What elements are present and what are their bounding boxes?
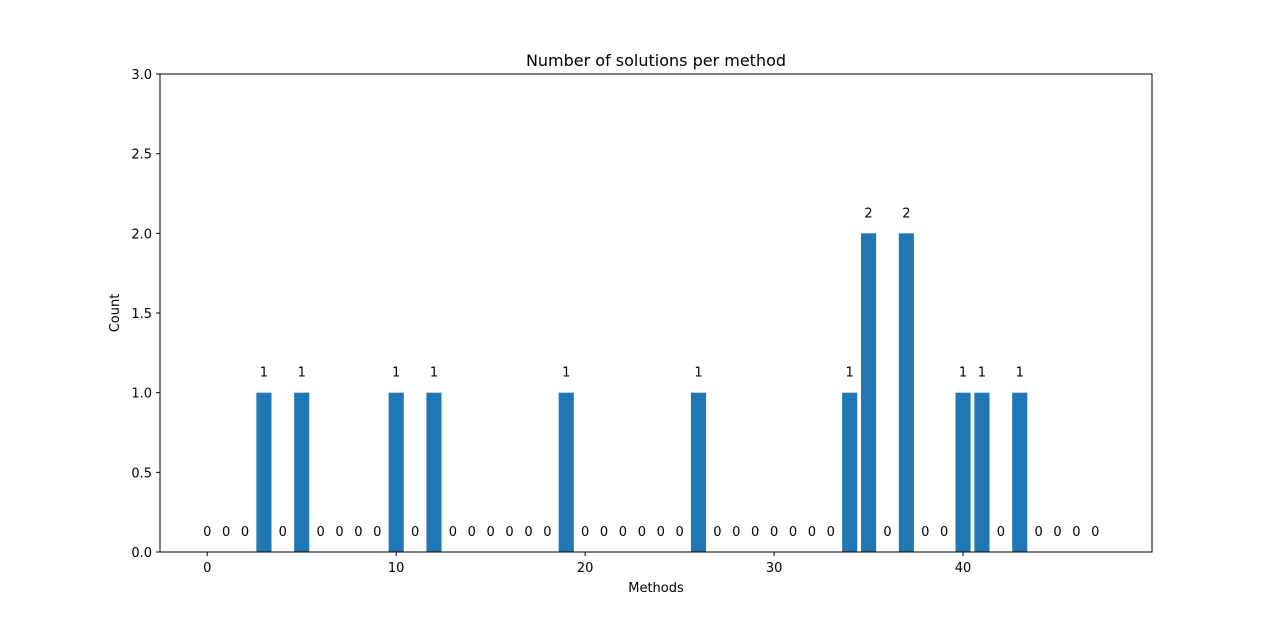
bar-value-label: 1 — [260, 366, 268, 381]
bar-value-label: 0 — [600, 525, 608, 540]
y-tick-label: 0.0 — [131, 546, 152, 561]
chart-title: Number of solutions per method — [526, 51, 786, 70]
x-tick-label: 10 — [388, 561, 405, 576]
y-axis-title: Count — [108, 294, 123, 333]
bar-value-label: 0 — [883, 525, 891, 540]
bar-value-label: 1 — [1016, 366, 1024, 381]
bar-value-label: 0 — [1091, 525, 1099, 540]
y-tick-label: 3.0 — [131, 68, 152, 83]
bar-value-label: 0 — [713, 525, 721, 540]
x-tick-label: 0 — [203, 561, 211, 576]
bar-value-label: 1 — [392, 366, 400, 381]
bar — [974, 392, 990, 552]
bar-value-label: 0 — [921, 525, 929, 540]
bar — [388, 392, 404, 552]
bar-value-label: 1 — [694, 366, 702, 381]
bar — [690, 392, 707, 552]
bar-value-label: 0 — [675, 525, 683, 540]
bar — [861, 233, 877, 552]
bar-value-label: 0 — [411, 525, 419, 540]
bar-value-label: 0 — [468, 525, 476, 540]
y-tick-label: 1.5 — [131, 307, 152, 322]
bar-value-label: 1 — [978, 366, 986, 381]
y-axis-ticks: 0.0 0.5 1.0 1.5 2.0 2.5 3.0 — [131, 68, 160, 561]
bar-value-label: 1 — [562, 366, 570, 381]
bar-value-label: 0 — [751, 525, 759, 540]
bar-value-label: 0 — [203, 525, 211, 540]
bar — [842, 392, 858, 552]
bar-value-label: 0 — [789, 525, 797, 540]
bar-value-label: 2 — [864, 206, 872, 221]
bar-value-label: 0 — [827, 525, 835, 540]
bar-value-label: 1 — [298, 366, 306, 381]
bar-value-label: 0 — [487, 525, 495, 540]
bar-value-label: 1 — [430, 366, 438, 381]
bar-value-label: 0 — [581, 525, 589, 540]
bar — [294, 392, 310, 552]
y-tick-label: 2.0 — [131, 227, 152, 242]
bar-value-label: 0 — [505, 525, 513, 540]
y-tick-label: 0.5 — [131, 466, 152, 481]
bar — [426, 392, 442, 552]
bar-value-label: 0 — [222, 525, 230, 540]
bar-value-label: 1 — [959, 366, 967, 381]
x-tick-label: 20 — [577, 561, 594, 576]
bar-value-label: 0 — [732, 525, 740, 540]
x-tick-label: 40 — [955, 561, 972, 576]
bar-value-label: 0 — [335, 525, 343, 540]
bar — [256, 392, 272, 552]
bar-value-label: 0 — [316, 525, 324, 540]
bar-value-label: 0 — [1034, 525, 1042, 540]
bar-value-label: 0 — [354, 525, 362, 540]
bar-value-label: 0 — [449, 525, 457, 540]
bar-value-label: 0 — [373, 525, 381, 540]
bar — [1012, 392, 1028, 552]
bar-value-label: 0 — [241, 525, 249, 540]
x-tick-label: 30 — [766, 561, 783, 576]
bar-value-label: 0 — [808, 525, 816, 540]
bar — [898, 233, 914, 552]
bar-value-label: 0 — [770, 525, 778, 540]
x-axis-title: Methods — [628, 581, 684, 596]
bar-value-label: 0 — [997, 525, 1005, 540]
bar — [558, 392, 574, 552]
bar-value-label: 1 — [846, 366, 854, 381]
bar-value-label: 0 — [524, 525, 532, 540]
bar-value-label: 2 — [902, 206, 910, 221]
bar-value-label: 0 — [657, 525, 665, 540]
y-tick-label: 2.5 — [131, 148, 152, 163]
x-axis-ticks: 0 10 20 30 40 — [203, 552, 971, 576]
bar-value-label: 0 — [619, 525, 627, 540]
bar-value-label: 0 — [638, 525, 646, 540]
bar-value-label: 0 — [1072, 525, 1080, 540]
bar-value-label: 0 — [940, 525, 948, 540]
bar-value-label: 0 — [1053, 525, 1061, 540]
bar-value-label: 0 — [543, 525, 551, 540]
bar-value-label: 0 — [279, 525, 287, 540]
bars-group — [256, 233, 1028, 552]
y-tick-label: 1.0 — [131, 387, 152, 402]
bar — [955, 392, 971, 552]
